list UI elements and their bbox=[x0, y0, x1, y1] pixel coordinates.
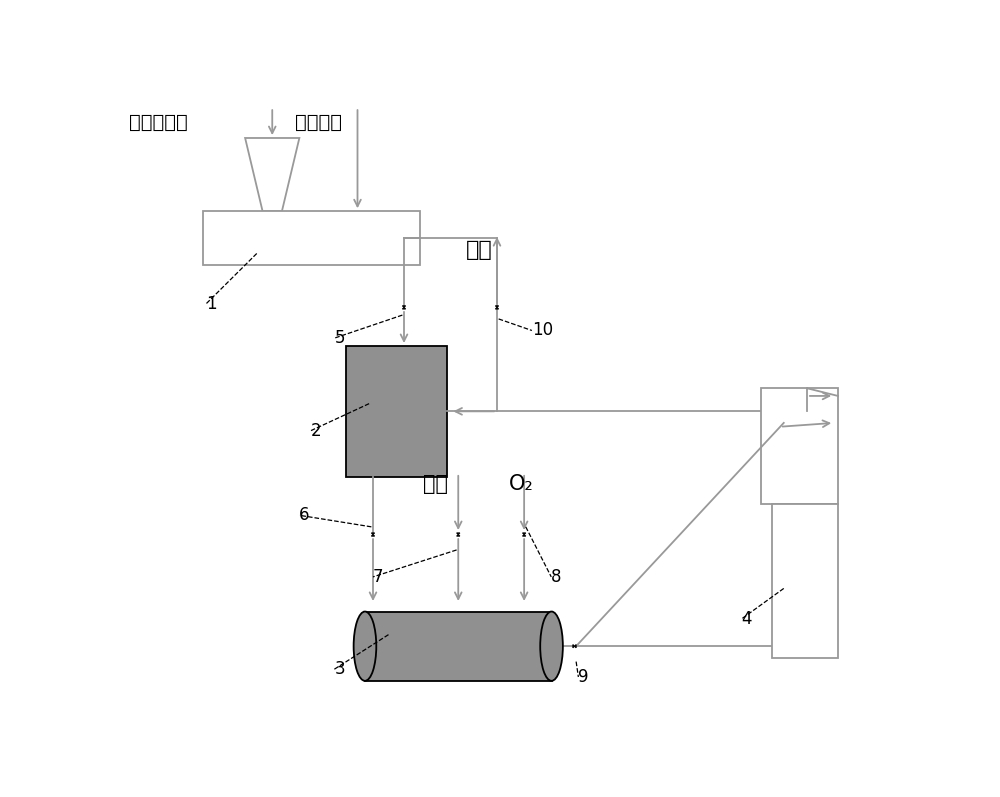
Text: 4: 4 bbox=[741, 611, 752, 628]
Polygon shape bbox=[522, 535, 526, 536]
Bar bbox=[761, 388, 838, 504]
Polygon shape bbox=[573, 645, 574, 648]
Polygon shape bbox=[371, 535, 375, 536]
Ellipse shape bbox=[540, 611, 563, 681]
Text: 5: 5 bbox=[334, 329, 345, 347]
Text: 10: 10 bbox=[532, 321, 553, 340]
Bar bbox=[365, 611, 552, 681]
Bar bbox=[772, 504, 838, 658]
Text: 1: 1 bbox=[206, 295, 217, 312]
Text: 3: 3 bbox=[334, 660, 345, 678]
Polygon shape bbox=[457, 533, 460, 535]
Polygon shape bbox=[245, 138, 299, 211]
Polygon shape bbox=[495, 306, 499, 308]
Polygon shape bbox=[371, 533, 375, 535]
Text: O₂: O₂ bbox=[509, 474, 534, 494]
Text: 8: 8 bbox=[551, 568, 562, 586]
Ellipse shape bbox=[354, 611, 376, 681]
Text: 2: 2 bbox=[311, 422, 322, 440]
Polygon shape bbox=[402, 306, 406, 308]
Text: 排空: 排空 bbox=[466, 240, 493, 260]
Polygon shape bbox=[457, 535, 460, 536]
Text: 7: 7 bbox=[373, 568, 384, 586]
Text: 生物质原料: 生物质原料 bbox=[129, 113, 188, 132]
Text: 碱性药剂: 碱性药剂 bbox=[296, 113, 342, 132]
Polygon shape bbox=[574, 645, 576, 648]
Polygon shape bbox=[402, 308, 406, 309]
Text: 9: 9 bbox=[578, 668, 589, 686]
Text: 6: 6 bbox=[299, 506, 310, 524]
Polygon shape bbox=[522, 533, 526, 535]
Bar bbox=[346, 346, 447, 477]
Text: 蒸汽: 蒸汽 bbox=[423, 474, 448, 494]
Bar bbox=[202, 211, 420, 265]
Polygon shape bbox=[495, 308, 499, 309]
